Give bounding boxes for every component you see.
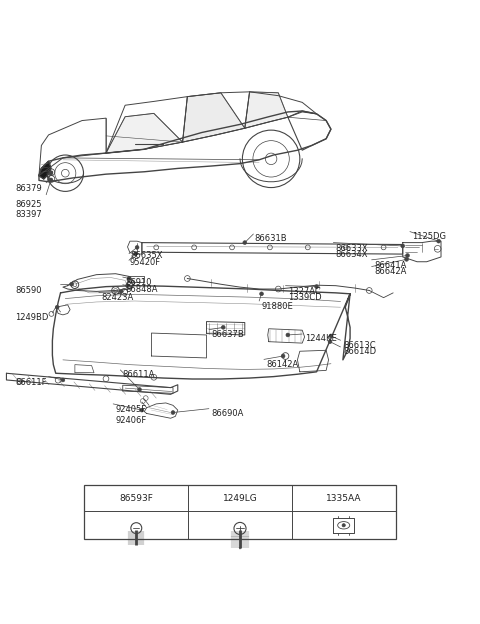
Circle shape — [342, 524, 345, 527]
Circle shape — [401, 244, 405, 248]
Text: 86611A: 86611A — [123, 371, 155, 379]
Text: 86690A: 86690A — [211, 409, 244, 418]
Text: 86614D: 86614D — [343, 348, 376, 356]
Circle shape — [286, 333, 290, 337]
Circle shape — [138, 388, 142, 391]
Circle shape — [49, 172, 53, 175]
Text: 92405F
92406F: 92405F 92406F — [116, 406, 147, 425]
Text: 1335AA: 1335AA — [326, 494, 361, 503]
Circle shape — [405, 258, 408, 261]
Text: 86590: 86590 — [15, 286, 42, 295]
Circle shape — [406, 253, 409, 258]
Polygon shape — [39, 161, 51, 179]
Circle shape — [260, 292, 264, 296]
Circle shape — [171, 411, 175, 414]
Circle shape — [140, 408, 144, 412]
Polygon shape — [106, 114, 182, 153]
Circle shape — [134, 251, 138, 255]
Circle shape — [49, 178, 53, 182]
Text: 86641A: 86641A — [374, 261, 407, 270]
Text: 86631B: 86631B — [254, 234, 287, 243]
Circle shape — [126, 284, 130, 288]
Text: 86142A: 86142A — [266, 360, 299, 369]
Text: 1327AC: 1327AC — [288, 286, 321, 296]
Circle shape — [50, 171, 53, 173]
Text: 1339CD: 1339CD — [288, 293, 322, 303]
Text: 86379: 86379 — [15, 183, 42, 193]
Text: 86637B: 86637B — [211, 330, 244, 339]
Circle shape — [55, 305, 59, 309]
Circle shape — [437, 239, 441, 243]
Circle shape — [281, 354, 285, 358]
Text: 86593F: 86593F — [120, 494, 153, 503]
Text: 86925
83397: 86925 83397 — [15, 200, 42, 219]
Circle shape — [328, 339, 332, 344]
Text: 86642A: 86642A — [374, 268, 407, 276]
Text: 86848A: 86848A — [125, 285, 157, 294]
Text: 1125DG: 1125DG — [412, 232, 446, 241]
Circle shape — [329, 334, 333, 338]
Text: 1244KE: 1244KE — [305, 334, 336, 343]
Circle shape — [61, 378, 65, 382]
Circle shape — [135, 245, 139, 250]
Polygon shape — [245, 92, 288, 128]
Text: 86910: 86910 — [125, 278, 152, 286]
Circle shape — [127, 276, 131, 280]
Polygon shape — [182, 93, 245, 142]
Text: 82423A: 82423A — [101, 293, 133, 302]
Text: 1249LG: 1249LG — [223, 494, 257, 503]
Circle shape — [120, 290, 123, 293]
Text: 91880E: 91880E — [262, 302, 293, 311]
Text: 86633X: 86633X — [336, 243, 368, 253]
Text: 86611F: 86611F — [15, 378, 47, 387]
Text: 95420F: 95420F — [130, 258, 161, 267]
Circle shape — [315, 285, 319, 288]
Text: 86613C: 86613C — [343, 341, 375, 349]
Text: 86635X: 86635X — [130, 251, 162, 260]
Circle shape — [221, 325, 225, 329]
Text: 1249BD: 1249BD — [15, 313, 48, 322]
Circle shape — [70, 282, 73, 286]
Text: 86634X: 86634X — [336, 250, 368, 259]
Circle shape — [243, 241, 247, 245]
Bar — [84, 485, 396, 539]
